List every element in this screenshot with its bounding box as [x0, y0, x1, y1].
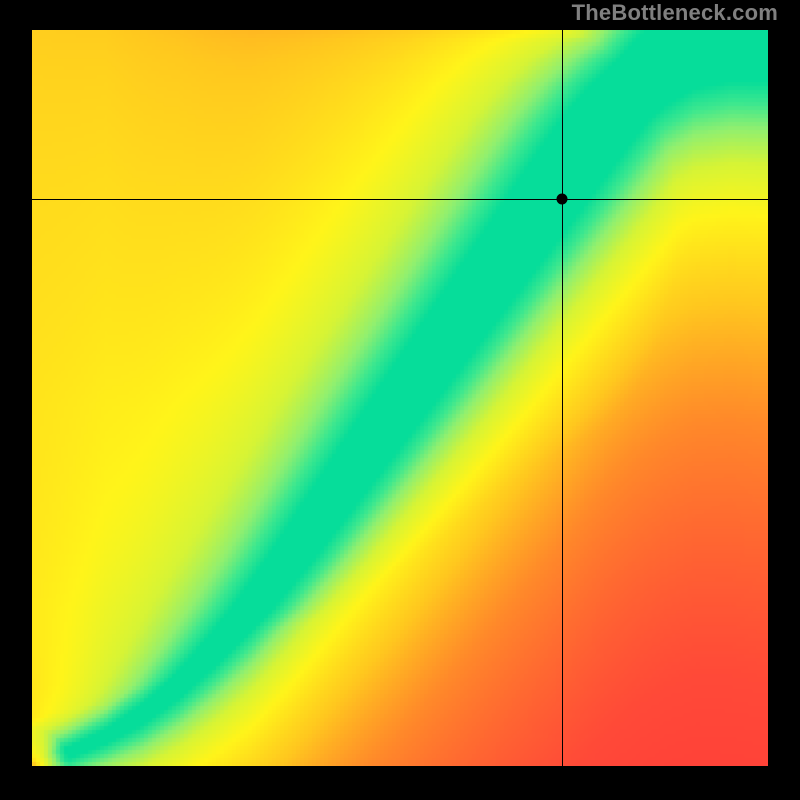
heatmap-plot	[32, 30, 768, 766]
chart-container: TheBottleneck.com	[0, 0, 800, 800]
watermark-text: TheBottleneck.com	[572, 0, 778, 26]
crosshair-vertical	[562, 30, 563, 766]
heatmap-canvas	[32, 30, 768, 766]
crosshair-marker	[556, 194, 567, 205]
crosshair-horizontal	[32, 199, 768, 200]
